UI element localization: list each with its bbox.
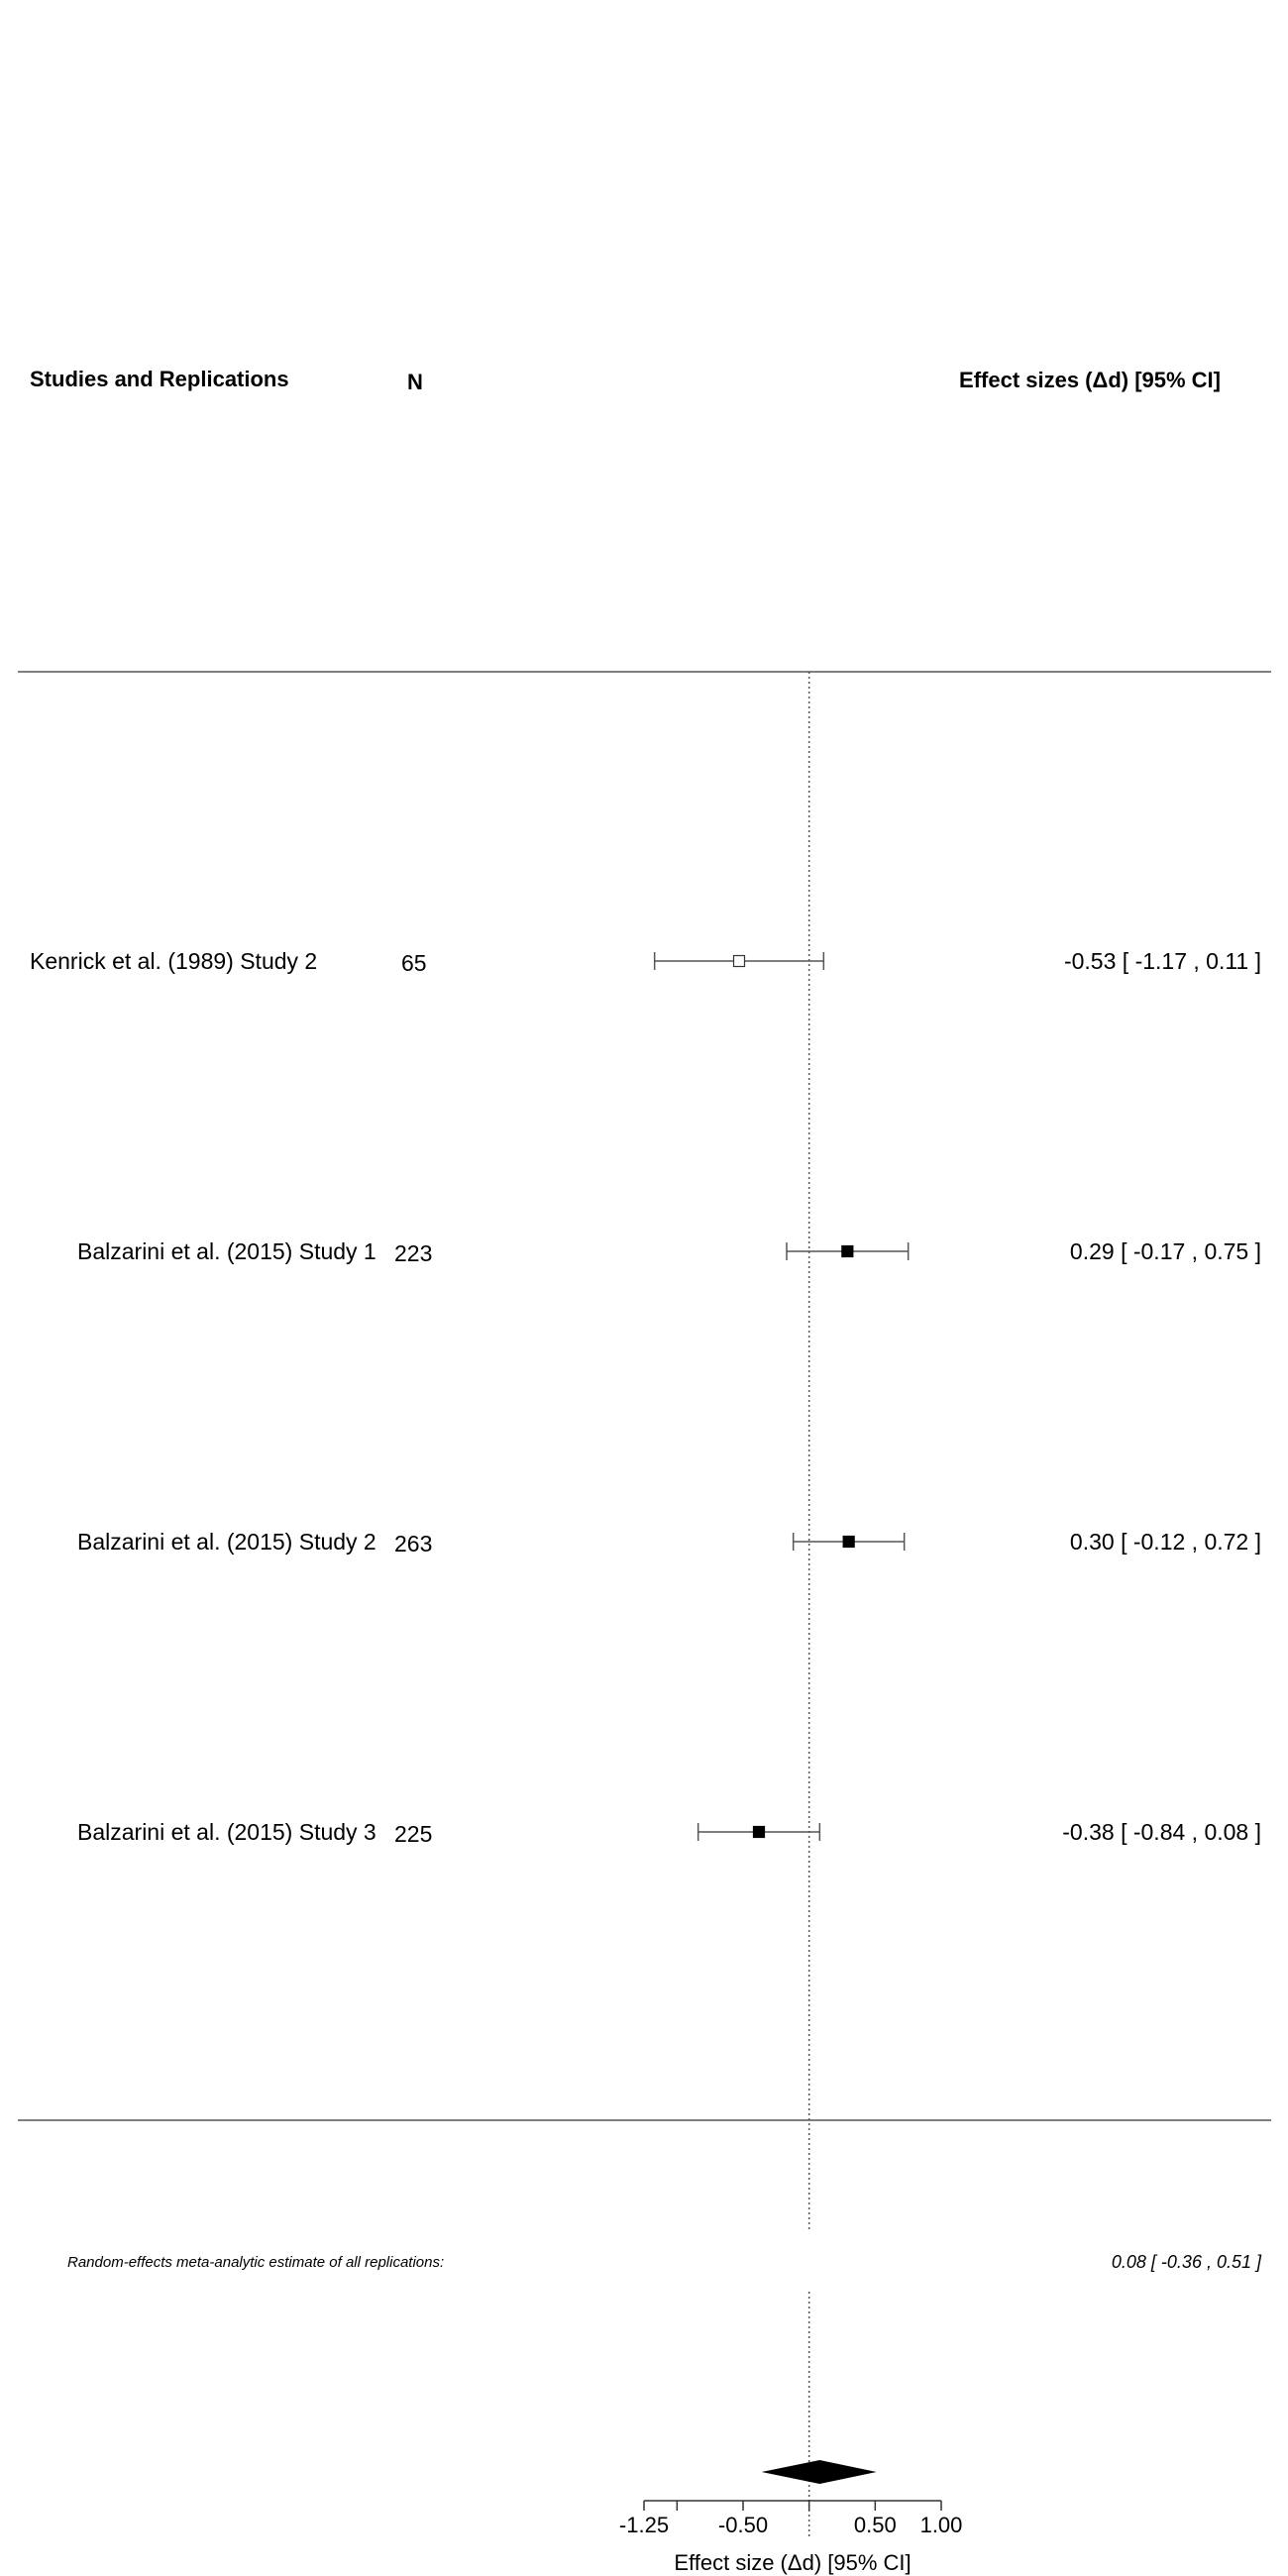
study-ci-text: 0.29 [ -0.17 , 0.75 ]: [1070, 1238, 1261, 1264]
study-rows: Kenrick et al. (1989) Study 2 65 -0.53 [ -…: [30, 948, 1261, 1847]
study-row: Balzarini et al. (2015) Study 3 225 -0.38 …: [77, 1819, 1261, 1847]
point-estimate: [752, 1825, 766, 1839]
study-ci-text: 0.30 [ -0.12 , 0.72 ]: [1070, 1529, 1261, 1555]
study-ci-text: -0.38 [ -0.84 , 0.08 ]: [1062, 1819, 1261, 1845]
study-n: 225: [394, 1821, 432, 1847]
x-tick-label: 1.00: [920, 2513, 963, 2537]
x-tick-label: 0.50: [854, 2513, 897, 2537]
header-effect: Effect sizes (Δd) [95% CI]: [959, 368, 1221, 392]
study-n: 65: [401, 950, 427, 976]
point-estimate: [732, 954, 746, 968]
x-axis: -1.25 -0.50 0.50 1.00: [619, 2500, 963, 2537]
study-n: 263: [394, 1531, 432, 1556]
study-label: Balzarini et al. (2015) Study 3: [77, 1819, 376, 1845]
summary-label: Random-effects meta-analytic estimate of…: [67, 2254, 444, 2271]
study-label: Balzarini et al. (2015) Study 1: [77, 1238, 376, 1264]
point-estimate: [842, 1535, 855, 1549]
header-n: N: [407, 370, 423, 394]
study-ci-text: -0.53 [ -1.17 , 0.11 ]: [1064, 948, 1261, 974]
summary-diamond: [761, 2460, 877, 2484]
x-tick-label: -1.25: [619, 2513, 669, 2537]
x-axis-label: Effect size (Δd) [95% CI]: [674, 2550, 911, 2575]
x-tick-label: -0.50: [718, 2513, 768, 2537]
point-estimate: [841, 1244, 854, 1258]
study-label: Kenrick et al. (1989) Study 2: [30, 948, 317, 974]
header-studies: Studies and Replications: [30, 367, 289, 391]
study-row: Balzarini et al. (2015) Study 1 223 0.29 […: [77, 1238, 1261, 1266]
study-label: Balzarini et al. (2015) Study 2: [77, 1529, 376, 1555]
study-n: 223: [394, 1240, 432, 1266]
study-row: Kenrick et al. (1989) Study 2 65 -0.53 [ -…: [30, 948, 1261, 976]
study-row: Balzarini et al. (2015) Study 2 263 0.30 […: [77, 1529, 1261, 1556]
summary-ci-text: 0.08 [ -0.36 , 0.51 ]: [1112, 2252, 1262, 2272]
